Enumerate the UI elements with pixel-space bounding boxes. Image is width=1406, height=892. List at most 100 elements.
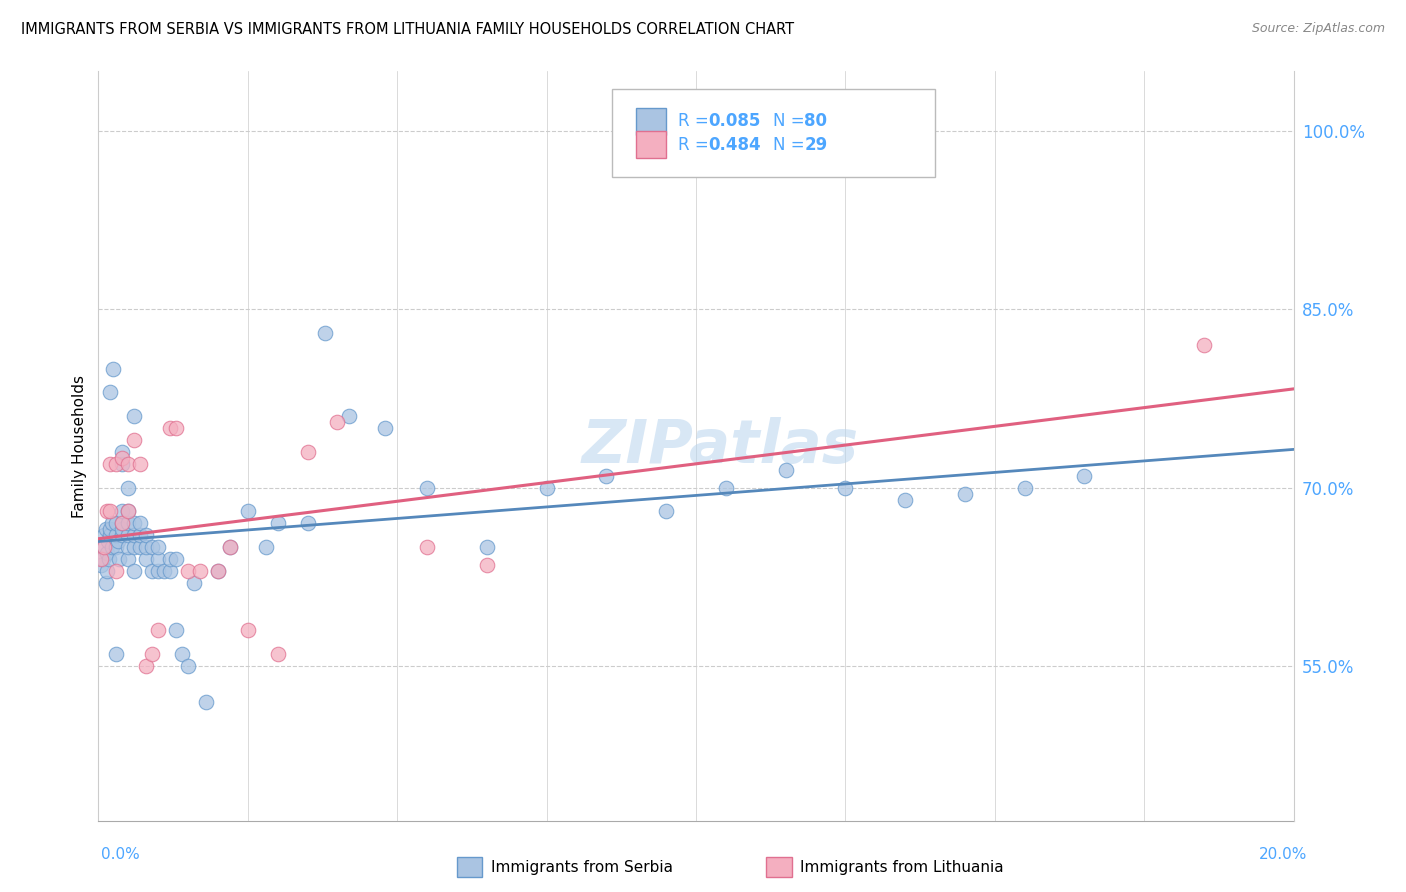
Point — [117, 457, 139, 471]
Point — [236, 624, 259, 638]
Point — [183, 575, 205, 590]
Point — [297, 516, 319, 531]
Point — [254, 540, 277, 554]
Text: Immigrants from Serbia: Immigrants from Serbia — [491, 860, 672, 874]
Point — [117, 552, 139, 566]
Point — [135, 528, 157, 542]
Point — [96, 504, 118, 518]
Point — [124, 540, 146, 554]
Point — [129, 540, 152, 554]
Point — [124, 516, 146, 531]
Point — [129, 457, 152, 471]
Point — [108, 552, 131, 566]
Point — [94, 522, 117, 536]
Point — [117, 504, 139, 518]
Point — [101, 540, 124, 554]
Text: N =: N = — [773, 112, 810, 130]
Point — [111, 522, 134, 536]
Point — [159, 421, 181, 435]
Point — [124, 528, 146, 542]
Point — [96, 575, 118, 590]
Point — [141, 564, 163, 578]
Point — [135, 540, 157, 554]
Point — [207, 564, 229, 578]
Point — [188, 564, 211, 578]
Point — [135, 659, 157, 673]
Point — [219, 540, 242, 554]
Text: N =: N = — [773, 136, 810, 153]
Point — [165, 624, 187, 638]
Point — [117, 540, 139, 554]
Text: 0.0%: 0.0% — [101, 847, 141, 863]
Point — [315, 326, 337, 340]
Point — [148, 564, 170, 578]
Point — [1073, 468, 1095, 483]
Point — [159, 564, 181, 578]
Point — [148, 624, 170, 638]
Point — [96, 546, 118, 560]
Point — [117, 504, 139, 518]
Point — [98, 522, 122, 536]
Point — [326, 415, 349, 429]
Text: ZIPatlas: ZIPatlas — [581, 417, 859, 475]
Point — [475, 558, 498, 572]
Point — [93, 540, 115, 554]
Text: 0.484: 0.484 — [709, 136, 761, 153]
Point — [111, 504, 134, 518]
Point — [93, 528, 115, 542]
Point — [124, 564, 146, 578]
Point — [339, 409, 361, 424]
Point — [105, 516, 128, 531]
Point — [297, 445, 319, 459]
Point — [207, 564, 229, 578]
Point — [595, 468, 617, 483]
Point — [111, 516, 134, 531]
Text: R =: R = — [678, 136, 714, 153]
Point — [97, 552, 120, 566]
Point — [90, 552, 112, 566]
Point — [1014, 481, 1036, 495]
Point — [117, 528, 139, 542]
Point — [148, 540, 170, 554]
Point — [1192, 338, 1215, 352]
Point — [117, 481, 139, 495]
Point — [374, 421, 396, 435]
Point — [165, 421, 187, 435]
Point — [416, 481, 439, 495]
Text: Immigrants from Lithuania: Immigrants from Lithuania — [800, 860, 1004, 874]
Point — [124, 409, 146, 424]
Point — [105, 528, 128, 542]
Text: R =: R = — [678, 112, 714, 130]
Point — [100, 516, 122, 531]
Point — [775, 463, 797, 477]
Point — [177, 564, 200, 578]
Point — [111, 516, 134, 531]
Point — [105, 564, 128, 578]
Point — [195, 695, 218, 709]
Point — [141, 540, 163, 554]
Y-axis label: Family Households: Family Households — [72, 375, 87, 517]
Point — [129, 528, 152, 542]
Text: IMMIGRANTS FROM SERBIA VS IMMIGRANTS FROM LITHUANIA FAMILY HOUSEHOLDS CORRELATIO: IMMIGRANTS FROM SERBIA VS IMMIGRANTS FRO… — [21, 22, 794, 37]
Point — [834, 481, 856, 495]
Text: 80: 80 — [804, 112, 827, 130]
Point — [236, 504, 259, 518]
Point — [655, 504, 678, 518]
Point — [141, 647, 163, 661]
Point — [159, 552, 181, 566]
Point — [153, 564, 176, 578]
Point — [98, 457, 122, 471]
Point — [416, 540, 439, 554]
Text: 0.085: 0.085 — [709, 112, 761, 130]
Point — [111, 450, 134, 465]
Point — [90, 558, 112, 572]
Point — [475, 540, 498, 554]
Point — [97, 534, 120, 549]
Point — [98, 385, 122, 400]
Point — [91, 552, 114, 566]
Point — [105, 647, 128, 661]
Point — [267, 516, 290, 531]
Point — [177, 659, 200, 673]
Point — [111, 528, 134, 542]
Point — [953, 486, 976, 500]
